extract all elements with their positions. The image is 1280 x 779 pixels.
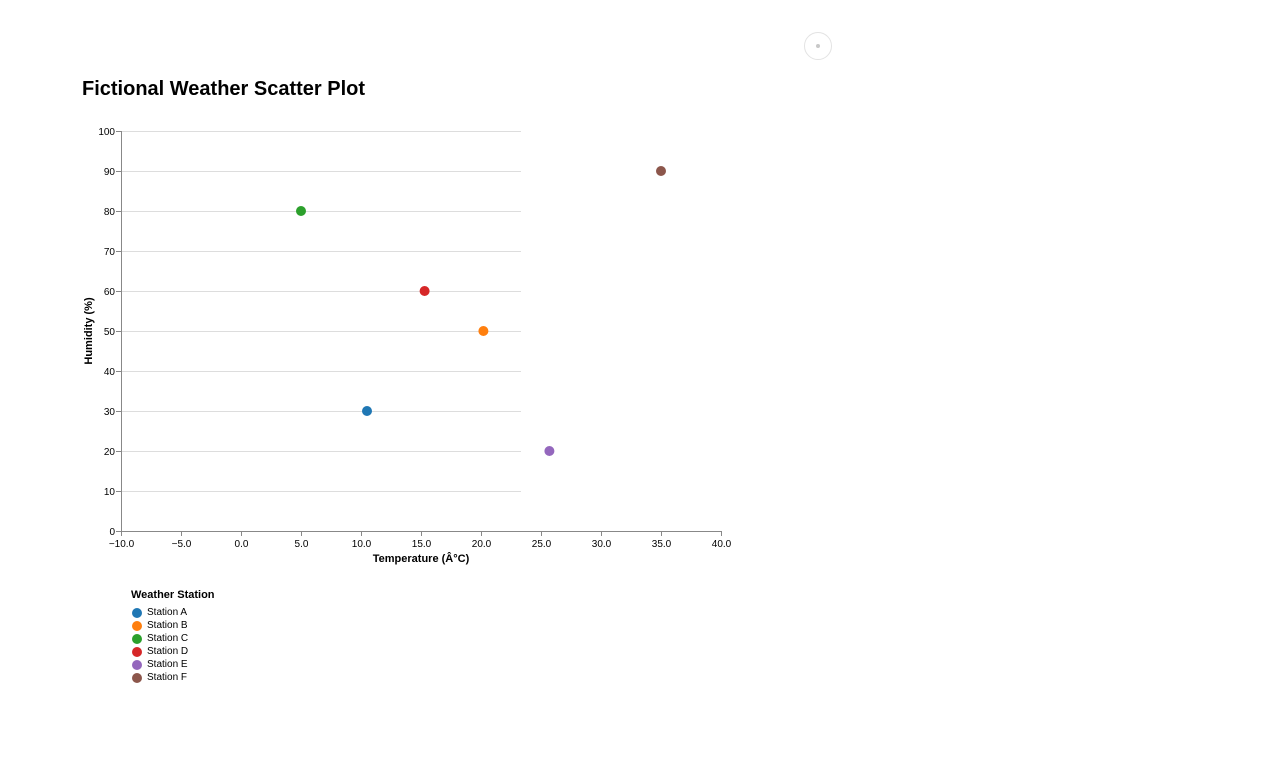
y-tick-label: 0 — [109, 527, 115, 538]
legend-item: Station B — [131, 619, 215, 632]
y-tick-label: 10 — [104, 487, 116, 498]
legend: Weather Station Station A Station B Statio… — [131, 589, 215, 684]
legend-item: Station A — [131, 606, 215, 619]
data-points — [296, 166, 666, 456]
legend-label: Station D — [147, 646, 189, 657]
x-tick-label: 0.0 — [235, 539, 249, 550]
x-tick-label: 10.0 — [352, 539, 372, 550]
y-axis-ticks: 0 10 20 30 40 50 60 70 80 90 100 — [98, 127, 121, 538]
legend-swatch — [132, 646, 142, 657]
legend-title: Weather Station — [131, 589, 215, 601]
legend-item: Station E — [131, 658, 215, 671]
y-axis-title: Humidity (%) — [83, 297, 95, 365]
data-point-station-d — [419, 286, 430, 296]
x-tick-label: 15.0 — [412, 539, 432, 550]
y-tick-label: 20 — [104, 447, 116, 458]
legend-label: Station B — [147, 620, 188, 631]
y-tick-label: 80 — [104, 207, 116, 218]
legend-label: Station A — [147, 607, 188, 618]
legend-item: Station D — [131, 645, 215, 658]
legend-swatch — [132, 620, 142, 631]
legend-label: Station F — [147, 672, 188, 683]
x-tick-label: 20.0 — [472, 539, 492, 550]
legend-items: Station A Station B Station C Station D Stat… — [131, 606, 215, 684]
x-tick-label: 40.0 — [712, 539, 732, 550]
x-tick-label: 30.0 — [592, 539, 612, 550]
legend-swatch — [132, 659, 142, 670]
y-tick-label: 60 — [104, 287, 116, 298]
legend-swatch — [132, 672, 142, 683]
legend-swatch — [132, 607, 142, 618]
x-axis-ticks: −10.0 −5.0 0.0 5.0 10.0 15.0 20.0 25.0 30.0 35.0 4… — [109, 531, 732, 550]
y-tick-label: 90 — [104, 167, 116, 178]
ellipsis-icon — [816, 44, 820, 48]
y-tick-label: 70 — [104, 247, 116, 258]
x-axis-title: Temperature (Â°C) — [373, 552, 470, 565]
legend-item: Station F — [131, 671, 215, 684]
x-tick-label: 5.0 — [295, 539, 309, 550]
x-tick-label: 25.0 — [532, 539, 552, 550]
y-tick-label: 50 — [104, 327, 116, 338]
legend-item: Station C — [131, 632, 215, 645]
data-point-station-e — [544, 446, 555, 456]
gridlines — [121, 131, 521, 492]
y-tick-label: 30 — [104, 407, 116, 418]
data-point-station-a — [362, 406, 372, 416]
data-point-station-b — [478, 326, 489, 336]
legend-label: Station E — [147, 659, 188, 670]
chart-title: Fictional Weather Scatter Plot — [82, 78, 366, 100]
y-tick-label: 100 — [98, 127, 115, 138]
data-point-station-c — [296, 206, 306, 216]
x-tick-label: −10.0 — [109, 539, 135, 550]
x-tick-label: −5.0 — [172, 539, 192, 550]
legend-swatch — [132, 633, 142, 644]
data-point-station-f — [656, 166, 666, 176]
legend-label: Station C — [147, 633, 189, 644]
x-tick-label: 35.0 — [652, 539, 672, 550]
y-tick-label: 40 — [104, 367, 116, 378]
chart-actions-menu-button[interactable] — [804, 32, 832, 60]
